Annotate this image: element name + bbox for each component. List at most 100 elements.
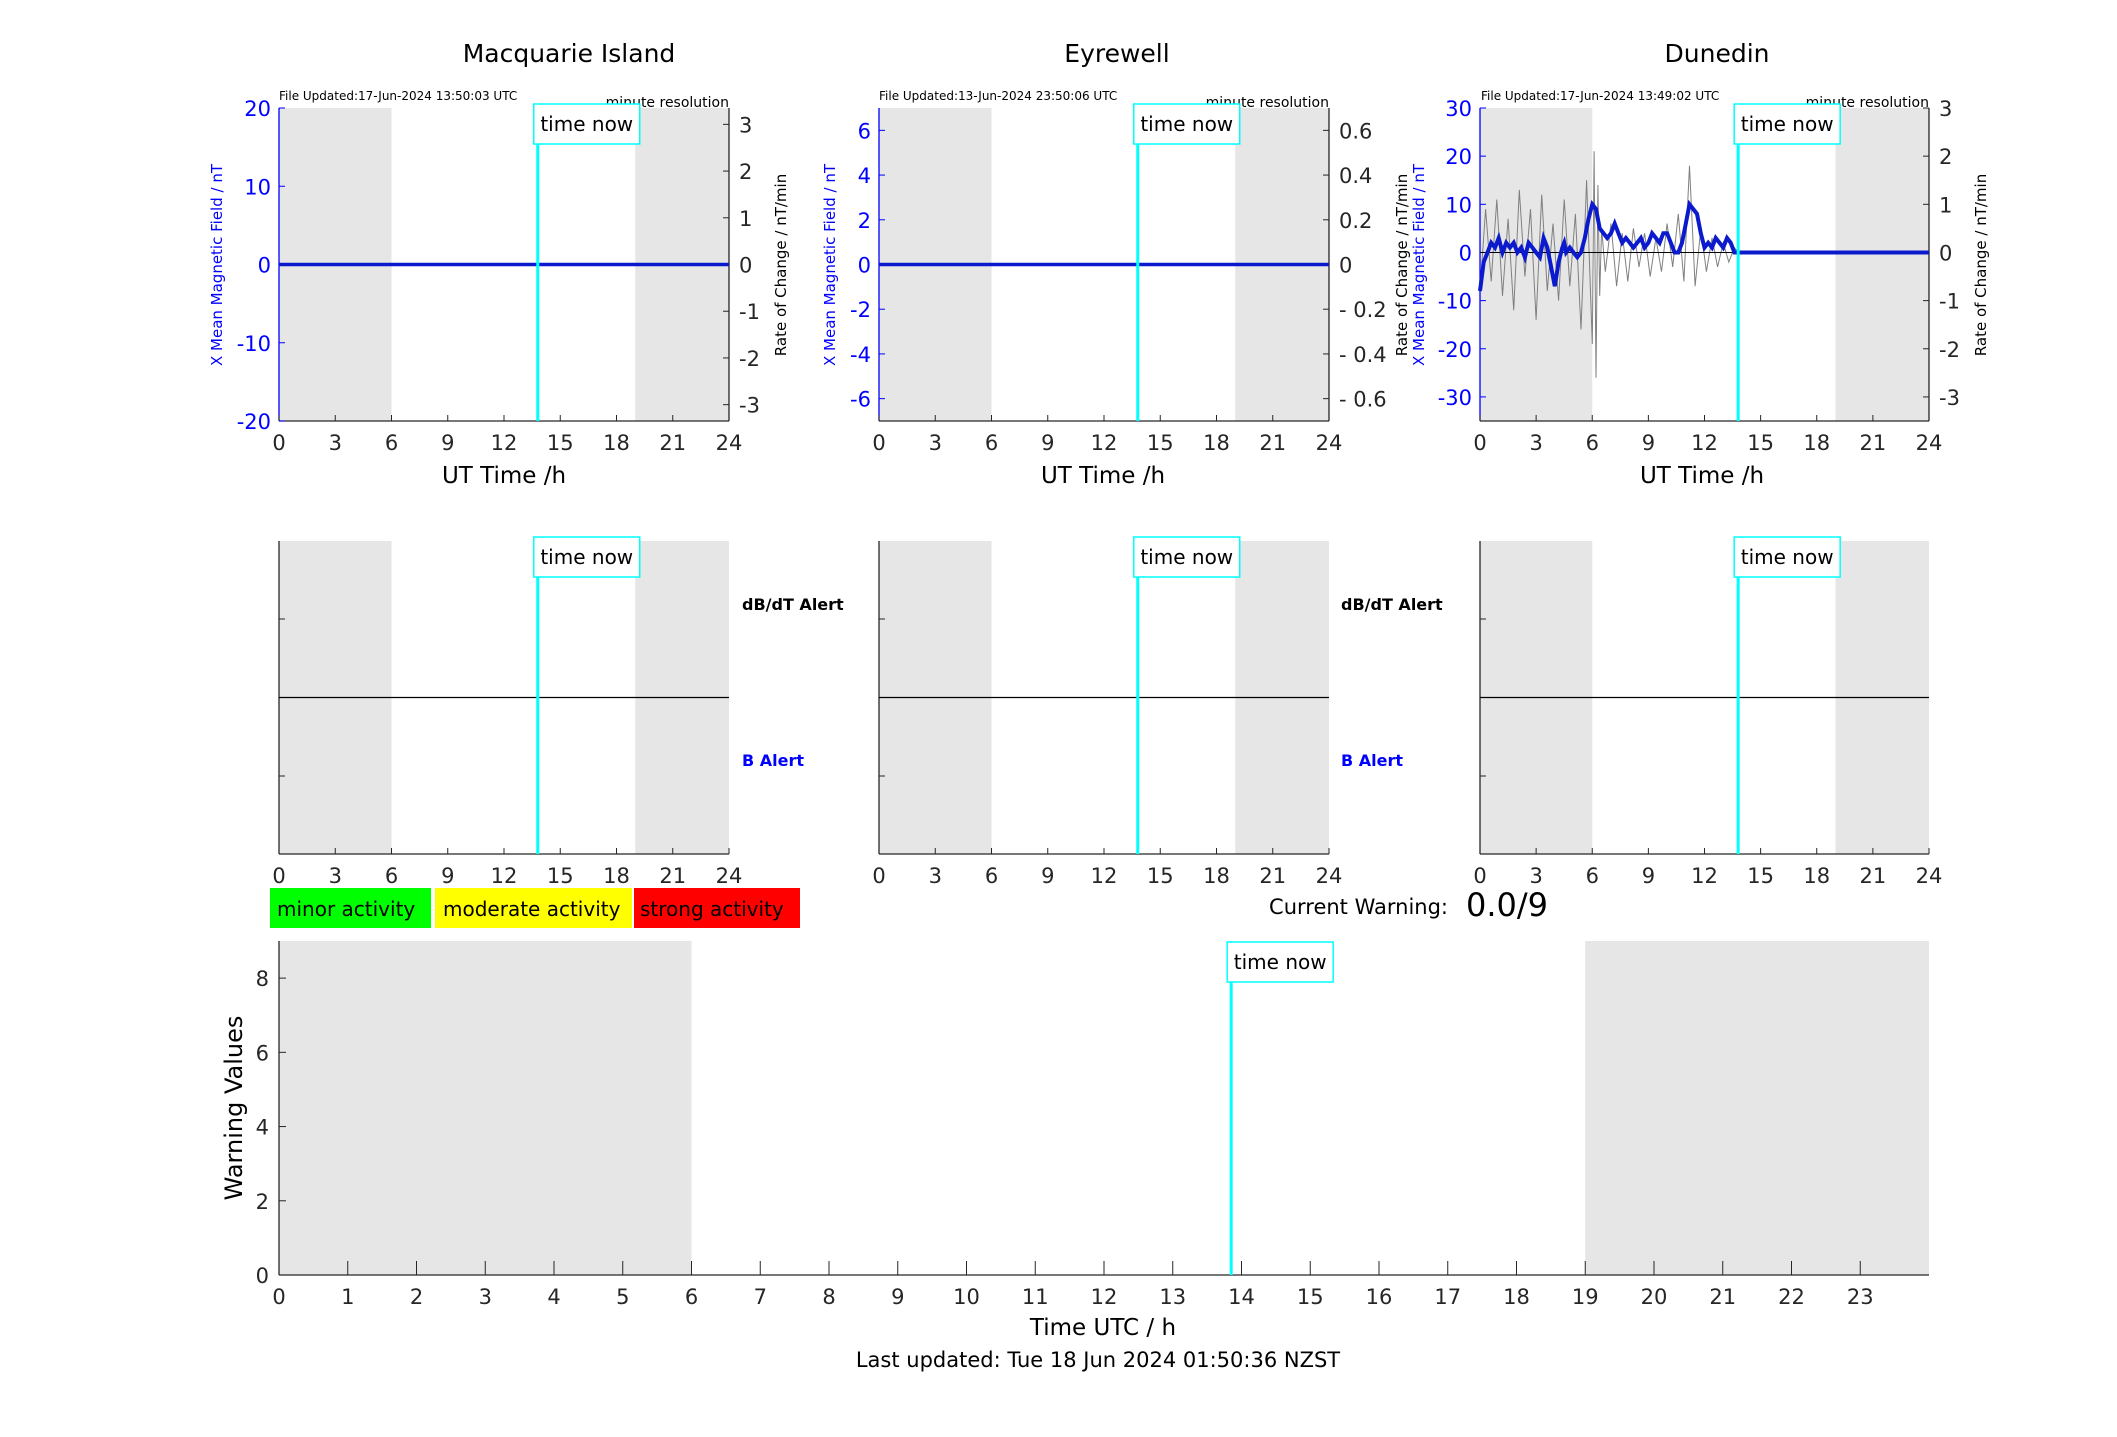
right-tick-label: 0.2 xyxy=(1339,209,1372,233)
x-tick-label: 6 xyxy=(385,864,398,888)
left-tick-label: -2 xyxy=(850,298,871,322)
x-tick-label: 0 xyxy=(872,864,885,888)
x-tick-label: 15 xyxy=(1147,864,1174,888)
right-tick-label: -3 xyxy=(739,394,760,418)
x-tick-label: 3 xyxy=(929,431,942,455)
x-tick-label: 12 xyxy=(491,864,518,888)
x-tick-label: 15 xyxy=(1297,1285,1324,1309)
xlabel-top-eyrewell: UT Time /h xyxy=(1041,463,1165,489)
x-tick-label: 15 xyxy=(1147,431,1174,455)
right-tick-label: - 0.4 xyxy=(1339,343,1387,367)
file-updated-dunedin: File Updated:17-Jun-2024 13:49:02 UTC xyxy=(1481,89,1719,103)
right-tick-label: 3 xyxy=(739,113,752,137)
ylabel-b-dunedin: X Mean Magnetic Field / nT xyxy=(1410,163,1428,366)
x-tick-label: 0 xyxy=(272,864,285,888)
time-now-label: time now xyxy=(1140,545,1233,569)
left-tick-label: 10 xyxy=(1445,193,1472,217)
x-tick-label: 9 xyxy=(1642,864,1655,888)
ylabel-b-macquarie: X Mean Magnetic Field / nT xyxy=(208,163,226,366)
right-tick-label: 0 xyxy=(1339,254,1352,278)
b-alert-label-eyrewell: B Alert xyxy=(1341,751,1403,770)
x-tick-label: 20 xyxy=(1641,1285,1668,1309)
right-tick-label: -1 xyxy=(739,300,760,324)
x-tick-label: 9 xyxy=(441,864,454,888)
x-tick-label: 9 xyxy=(1041,431,1054,455)
left-tick-label: 20 xyxy=(1445,145,1472,169)
x-tick-label: 0 xyxy=(272,431,285,455)
alert-panel-1: 0 3 6 9 12 15 18 21 24 time now xyxy=(872,536,1342,888)
alert-panel-2: 0 3 6 9 12 15 18 21 24 time now xyxy=(1473,536,1942,888)
x-tick-label: 3 xyxy=(1529,431,1542,455)
y-tick-label: 0 xyxy=(256,1264,269,1288)
left-tick-label: 0 xyxy=(258,254,271,278)
x-tick-label: 11 xyxy=(1022,1285,1049,1309)
y-tick-label: 6 xyxy=(256,1041,269,1065)
x-tick-label: 21 xyxy=(1860,431,1887,455)
right-tick-label: - 0.2 xyxy=(1339,298,1387,322)
right-tick-label: 2 xyxy=(739,160,752,184)
right-tick-label: 2 xyxy=(1939,145,1952,169)
dbdt-alert-label-macquarie: dB/dT Alert xyxy=(742,595,844,614)
ylabel-rate-macquarie: Rate of Change / nT/min xyxy=(772,174,790,356)
x-tick-label: 9 xyxy=(1642,431,1655,455)
x-tick-label: 15 xyxy=(547,864,574,888)
right-tick-label: -2 xyxy=(1939,338,1960,362)
left-tick-label: 10 xyxy=(244,175,271,199)
right-tick-label: 0.6 xyxy=(1339,119,1372,143)
night-shade xyxy=(1835,108,1929,421)
right-tick-label: 0.4 xyxy=(1339,164,1372,188)
ylabel-rate-dunedin-left: Rate of Change / nT/min xyxy=(1393,174,1411,356)
x-tick-label: 3 xyxy=(329,431,342,455)
x-tick-label: 10 xyxy=(953,1285,980,1309)
time-now-label: time now xyxy=(1140,112,1233,136)
night-shade xyxy=(1585,941,1929,1275)
y-tick-label: 4 xyxy=(256,1116,269,1140)
left-tick-label: -6 xyxy=(850,388,871,412)
ylabel-warning-values: Warning Values xyxy=(220,1016,248,1201)
xlabel-bottom: Time UTC / h xyxy=(1029,1315,1176,1341)
file-updated-macquarie: File Updated:17-Jun-2024 13:50:03 UTC xyxy=(279,89,517,103)
time-now-box xyxy=(533,536,641,578)
station-title-macquarie: Macquarie Island xyxy=(463,39,676,68)
x-tick-label: 9 xyxy=(891,1285,904,1309)
charts-layer: 0 3 6 9 12 15 18 21 24-20-1001020-3-2-10123time … xyxy=(237,97,1960,1309)
xlabel-top-dunedin: UT Time /h xyxy=(1640,463,1764,489)
current-warning-label: Current Warning: xyxy=(1269,895,1448,919)
xlabel-top-macquarie: UT Time /h xyxy=(442,463,566,489)
left-tick-label: 2 xyxy=(858,209,871,233)
x-tick-label: 0 xyxy=(1473,431,1486,455)
ylabel-b-eyrewell: X Mean Magnetic Field / nT xyxy=(821,163,839,366)
x-tick-label: 18 xyxy=(1503,1285,1530,1309)
x-tick-label: 18 xyxy=(603,431,630,455)
x-tick-label: 14 xyxy=(1228,1285,1255,1309)
x-tick-label: 6 xyxy=(385,431,398,455)
legend-moderate-label: moderate activity xyxy=(443,897,621,921)
x-tick-label: 21 xyxy=(1259,864,1286,888)
activity-legend: minor activity moderate activity strong … xyxy=(270,888,800,928)
time-now-label: time now xyxy=(1234,950,1327,974)
x-tick-label: 1 xyxy=(341,1285,354,1309)
dbdt-alert-label-eyrewell: dB/dT Alert xyxy=(1341,595,1443,614)
legend-minor-swatch xyxy=(270,888,431,928)
right-tick-label: -3 xyxy=(1939,386,1960,410)
current-warning-value: 0.0/9 xyxy=(1466,886,1548,924)
x-tick-label: 19 xyxy=(1572,1285,1599,1309)
legend-moderate-swatch xyxy=(435,888,632,928)
x-tick-label: 6 xyxy=(1586,431,1599,455)
x-tick-label: 2 xyxy=(410,1285,423,1309)
left-tick-label: 20 xyxy=(244,97,271,121)
time-now-box xyxy=(1133,103,1241,145)
alert-panel-0: 0 3 6 9 12 15 18 21 24 time now xyxy=(272,536,742,888)
last-updated: Last updated: Tue 18 Jun 2024 01:50:36 N… xyxy=(856,1348,1340,1372)
top-panel-2: 0 3 6 9 12 15 18 21 24-30-20-100102030-3-2-10123… xyxy=(1438,97,1960,455)
x-tick-label: 21 xyxy=(1259,431,1286,455)
x-tick-label: 24 xyxy=(1916,431,1943,455)
x-tick-label: 12 xyxy=(491,431,518,455)
x-tick-label: 8 xyxy=(822,1285,835,1309)
x-tick-label: 12 xyxy=(1091,431,1118,455)
x-tick-label: 18 xyxy=(1203,431,1230,455)
time-now-label: time now xyxy=(1741,545,1834,569)
